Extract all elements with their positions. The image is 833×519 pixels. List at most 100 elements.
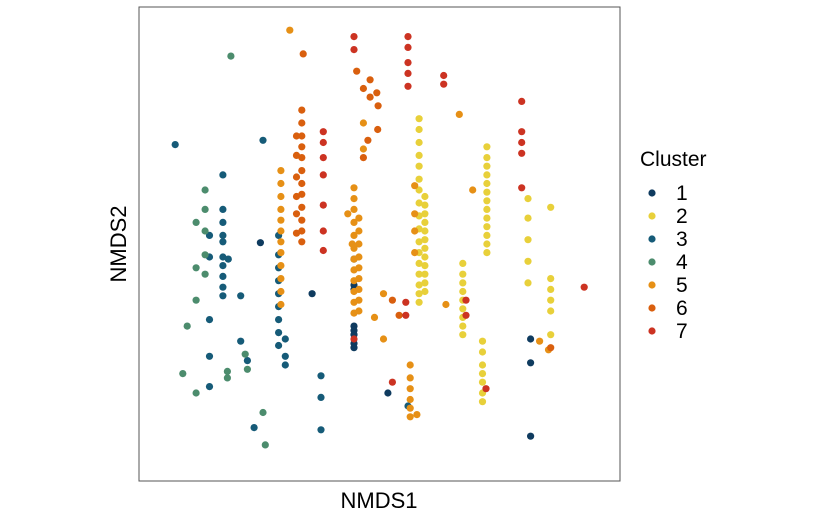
point-cluster-6 (292, 192, 301, 201)
point-cluster-5 (277, 249, 285, 257)
point-cluster-5 (406, 374, 414, 382)
point-cluster-7 (319, 128, 327, 136)
point-cluster-2 (483, 249, 491, 257)
point-cluster-4 (192, 264, 200, 272)
legend-item-1: 1 (648, 182, 688, 205)
point-cluster-1 (256, 239, 264, 247)
point-cluster-5 (277, 205, 285, 213)
point-cluster-3 (275, 329, 283, 337)
point-cluster-6 (298, 203, 306, 211)
point-cluster-5 (355, 285, 363, 293)
point-cluster-5 (277, 167, 285, 175)
point-cluster-5 (350, 205, 358, 213)
point-cluster-5 (359, 119, 367, 127)
point-cluster-2 (421, 236, 429, 244)
point-cluster-7 (319, 171, 327, 179)
point-cluster-2 (415, 186, 423, 194)
point-cluster-7 (580, 283, 588, 291)
point-cluster-7 (404, 43, 412, 52)
series-cluster-1 (256, 239, 535, 440)
point-cluster-3 (281, 361, 289, 369)
point-cluster-2 (483, 231, 491, 239)
point-cluster-2 (415, 298, 423, 306)
legend-key-6 (648, 304, 656, 312)
point-cluster-7 (350, 335, 358, 343)
point-cluster-2 (483, 143, 491, 151)
point-cluster-6 (292, 210, 301, 218)
point-cluster-2 (547, 307, 555, 315)
point-cluster-3 (219, 292, 227, 300)
point-cluster-4 (201, 251, 209, 259)
point-cluster-5 (277, 192, 285, 201)
point-cluster-6 (298, 238, 306, 246)
point-cluster-7 (402, 311, 410, 319)
points-layer (171, 26, 588, 449)
point-cluster-1 (527, 335, 535, 343)
series-cluster-2 (415, 115, 555, 406)
point-cluster-5 (355, 253, 363, 261)
point-cluster-6 (298, 119, 306, 127)
legend-label-7: 7 (676, 320, 688, 343)
point-cluster-5 (411, 249, 419, 257)
point-cluster-4 (259, 408, 267, 417)
point-cluster-4 (201, 270, 209, 278)
point-cluster-3 (275, 341, 283, 350)
point-cluster-7 (462, 311, 470, 319)
point-cluster-7 (462, 296, 470, 304)
point-cluster-2 (421, 270, 429, 278)
point-cluster-5 (277, 216, 285, 224)
point-cluster-7 (319, 154, 327, 162)
point-cluster-5 (286, 26, 294, 34)
point-cluster-2 (459, 305, 467, 313)
point-cluster-5 (406, 361, 414, 369)
point-cluster-2 (478, 378, 487, 386)
point-cluster-3 (205, 316, 214, 324)
point-cluster-7 (482, 385, 490, 393)
point-cluster-7 (319, 246, 327, 255)
point-cluster-2 (547, 331, 555, 339)
point-cluster-6 (292, 229, 301, 237)
point-cluster-6 (298, 132, 306, 140)
point-cluster-5 (411, 210, 419, 218)
point-cluster-4 (201, 186, 209, 194)
point-cluster-4 (261, 441, 269, 449)
legend-key-3 (648, 235, 656, 243)
legend-label-5: 5 (676, 274, 688, 297)
point-cluster-5 (348, 240, 356, 248)
point-cluster-5 (350, 218, 358, 226)
legend-key-2 (648, 212, 656, 220)
point-cluster-2 (421, 210, 429, 218)
legend-item-7: 7 (648, 320, 688, 343)
point-cluster-6 (359, 84, 367, 93)
point-cluster-6 (395, 311, 403, 319)
point-cluster-6 (298, 216, 306, 224)
point-cluster-3 (237, 292, 245, 300)
point-cluster-7 (350, 46, 358, 54)
point-cluster-5 (277, 179, 285, 188)
point-cluster-3 (219, 262, 227, 270)
point-cluster-6 (292, 173, 301, 181)
point-cluster-5 (355, 307, 363, 315)
point-cluster-7 (402, 298, 410, 306)
point-cluster-4 (183, 322, 191, 330)
point-cluster-6 (547, 344, 555, 352)
point-cluster-2 (547, 275, 555, 283)
point-cluster-2 (483, 240, 491, 248)
series-cluster-5 (277, 26, 553, 421)
point-cluster-2 (524, 279, 532, 287)
point-cluster-3 (219, 238, 227, 246)
point-cluster-5 (406, 404, 414, 412)
legend-key-4 (648, 258, 656, 266)
point-cluster-7 (518, 138, 526, 147)
point-cluster-6 (366, 76, 374, 84)
point-cluster-3 (219, 205, 227, 213)
point-cluster-2 (421, 262, 429, 270)
point-cluster-7 (319, 201, 327, 209)
point-cluster-5 (536, 337, 544, 345)
point-cluster-2 (483, 154, 491, 162)
point-cluster-7 (350, 33, 358, 41)
point-cluster-5 (344, 210, 352, 218)
point-cluster-2 (459, 279, 467, 287)
